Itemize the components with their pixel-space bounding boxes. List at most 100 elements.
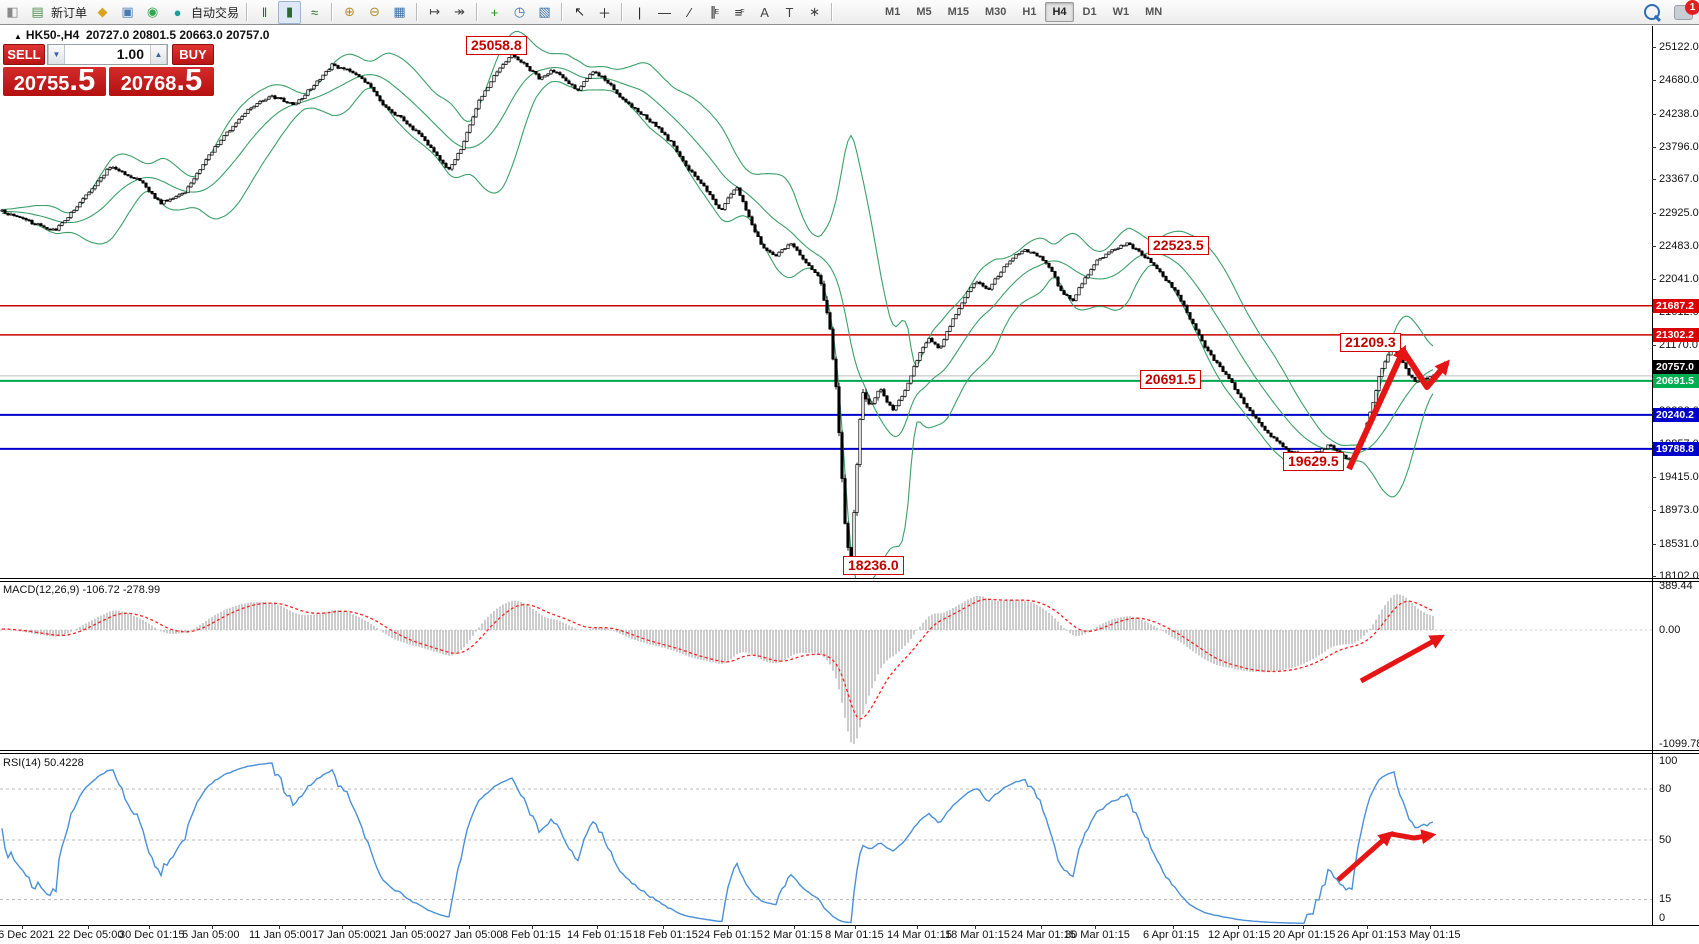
chart-shift-button[interactable]: ↦ — [429, 4, 440, 19]
rsi-axis-label: 50 — [1659, 834, 1672, 846]
cursor-button[interactable]: ↖ — [574, 4, 585, 19]
chat-icon[interactable]: 1 — [1674, 0, 1699, 20]
price-tick-label: 18531.0 — [1659, 537, 1699, 550]
search-icon[interactable] — [1644, 4, 1660, 20]
crosshair-button[interactable]: ＋ — [598, 5, 612, 21]
panel-separator[interactable] — [0, 753, 1699, 754]
price-callout[interactable]: 18236.0 — [843, 556, 904, 575]
price-callout[interactable]: 21209.3 — [1340, 333, 1401, 352]
new-order-button-label[interactable]: 新订单 — [51, 5, 88, 20]
signals-icon[interactable]: ◉ — [146, 4, 159, 19]
time-tickmark — [342, 925, 343, 929]
panel-separator[interactable] — [0, 750, 1699, 751]
toolbar-separator — [621, 3, 624, 21]
toolbar-separator — [246, 3, 249, 21]
price-callout[interactable]: 19629.5 — [1283, 452, 1344, 471]
timeframe-m1-button[interactable]: M1 — [885, 6, 901, 18]
new-order-button[interactable]: ▤ — [31, 4, 44, 19]
sell-button[interactable]: SELL — [3, 44, 45, 65]
tile-windows-button[interactable]: ▦ — [393, 4, 406, 19]
timeframe-m15-button[interactable]: M15 — [947, 6, 969, 18]
volume-input[interactable]: 1.00 — [116, 46, 144, 62]
price-tickmark — [1652, 510, 1656, 511]
time-tickmark — [1095, 925, 1096, 929]
auto-scroll-button[interactable]: ↠ — [454, 4, 465, 19]
buy-button[interactable]: BUY — [172, 44, 214, 65]
toolbar-separator — [561, 3, 564, 21]
horizontal-line-button[interactable]: — — [658, 4, 672, 20]
zoom-out-button[interactable]: ⊖ — [369, 4, 380, 19]
volume-down-icon[interactable]: ▼ — [48, 45, 65, 64]
buy-price-display[interactable]: 20768.5 — [109, 62, 214, 97]
metaeditor-icon[interactable]: ▣ — [121, 4, 134, 19]
time-tickmark — [532, 925, 533, 929]
panel-separator[interactable] — [0, 581, 1699, 582]
add-indicator-button[interactable]: + — [490, 4, 499, 20]
text-label-button[interactable]: T — [785, 4, 794, 20]
rsi-axis-label: 0 — [1659, 912, 1666, 924]
sell-price-display[interactable]: 20755.5 — [3, 64, 106, 96]
template-button[interactable]: ▧ — [538, 4, 551, 19]
time-tick-label: 6 Apr 01:15 — [1143, 929, 1200, 941]
time-tickmark — [1367, 925, 1368, 929]
volume-up-icon[interactable]: ▲ — [150, 45, 167, 64]
candlestick-chart-button[interactable]: ▮ — [278, 0, 302, 24]
autotrading-button[interactable]: ● — [173, 4, 182, 20]
autotrading-button-label[interactable]: 自动交易 — [191, 5, 240, 20]
arrows-button[interactable]: ∗ — [809, 4, 820, 19]
timeframe-h1-button[interactable]: H1 — [1022, 6, 1037, 18]
timeframe-m5-button[interactable]: M5 — [916, 6, 932, 18]
sell-price-main: 20755 — [13, 73, 70, 95]
price-tickmark — [1652, 213, 1656, 214]
price-callout[interactable]: 20691.5 — [1140, 370, 1201, 389]
price-callout[interactable]: 25058.8 — [466, 36, 527, 55]
time-tick-label: 22 Dec 05:00 — [58, 929, 124, 941]
buy-price-frac: .5 — [176, 62, 203, 97]
timeframe-w1-button[interactable]: W1 — [1112, 6, 1130, 18]
time-tickmark — [975, 925, 976, 929]
zoom-in-button[interactable]: ⊕ — [344, 4, 355, 19]
channel-button[interactable]: ∥ E — [709, 4, 720, 19]
panel-separator[interactable] — [0, 578, 1699, 579]
price-tick-label: 23367.0 — [1659, 173, 1699, 186]
price-tickmark — [1652, 179, 1656, 180]
clipped-icon[interactable]: ◧ — [6, 4, 19, 19]
trendline-button[interactable]: ∕ — [688, 4, 691, 20]
bar-chart-button[interactable]: ‖ — [261, 4, 268, 20]
timeframe-d1-button[interactable]: D1 — [1082, 6, 1097, 18]
toolbar-separator — [831, 3, 834, 21]
time-tick-label: 18 Mar 01:15 — [945, 929, 1010, 941]
rsi-up-arrow — [1336, 831, 1394, 882]
time-tickmark — [917, 925, 918, 929]
time-tick-label: 30 Dec 01:15 — [119, 929, 185, 941]
timeframe-h4-button[interactable]: H4 — [1045, 2, 1074, 22]
timeframe-m30-button[interactable]: M30 — [985, 6, 1007, 18]
text-button[interactable]: A — [760, 4, 769, 20]
profiles-icon[interactable]: ◆ — [97, 4, 108, 19]
fibonacci-button[interactable]: ≡ F — [734, 4, 745, 20]
price-tickmark — [1652, 477, 1656, 478]
price-badge: 19788.8 — [1653, 442, 1699, 456]
price-tickmark — [1652, 80, 1656, 81]
time-tick-label: 24 Feb 01:15 — [698, 929, 763, 941]
price-tick-label: 24680.0 — [1659, 74, 1699, 87]
price-tick-label: 18102.0 — [1659, 570, 1699, 582]
time-tickmark — [1430, 925, 1431, 929]
price-badge: 20240.2 — [1653, 408, 1699, 422]
price-tick-label: 24238.0 — [1659, 107, 1699, 120]
period-button[interactable]: ◷ — [513, 4, 526, 19]
time-tickmark — [1041, 925, 1042, 929]
time-tickmark — [855, 925, 856, 929]
price-callout[interactable]: 22523.5 — [1148, 236, 1209, 255]
macd-axis-label: 0.00 — [1659, 624, 1681, 636]
vertical-line-button[interactable]: | — [637, 4, 642, 20]
time-tick-label: 27 Jan 05:00 — [439, 929, 503, 941]
notification-badge: 1 — [1685, 0, 1699, 15]
line-chart-button[interactable]: ≈ — [310, 4, 319, 20]
timeframe-mn-button[interactable]: MN — [1145, 6, 1163, 18]
